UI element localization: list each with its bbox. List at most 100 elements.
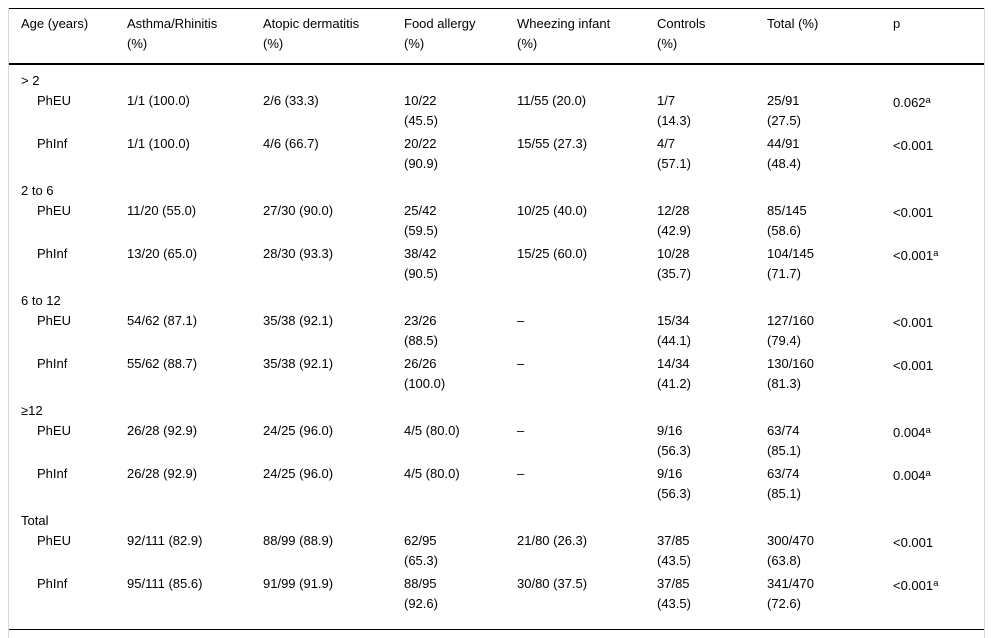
- value-cell: –: [517, 313, 525, 328]
- p-value-cell: 0.004a: [893, 464, 984, 507]
- value-cell: 55/62 (88.7): [127, 356, 198, 371]
- p-superscript: a: [925, 468, 931, 479]
- p-value: 0.004: [893, 425, 926, 440]
- p-value-cell: <0.001: [893, 311, 984, 354]
- column-header-total: Total (%): [767, 16, 819, 31]
- row-label: PhEU: [37, 533, 71, 548]
- p-value-cell: <0.001: [893, 354, 984, 397]
- value-cell: 11/55 (20.0): [517, 93, 587, 108]
- value-cell: 92/111 (82.9): [127, 533, 203, 548]
- value-cell: 23/26 (88.5): [404, 313, 438, 348]
- value-cell: 26/26 (100.0): [404, 356, 446, 391]
- row-label: PhInf: [37, 576, 68, 591]
- results-table: Age (years) Asthma/Rhinitis (%) Atopic d…: [8, 8, 985, 638]
- value-cell: 21/80 (26.3): [517, 533, 588, 548]
- group-label: Total: [21, 513, 49, 528]
- p-value: <0.001: [893, 138, 934, 153]
- value-cell: 63/74 (85.1): [767, 466, 801, 501]
- value-cell: –: [517, 423, 525, 438]
- value-cell: 35/38 (92.1): [263, 313, 334, 328]
- column-header-atopic-dermatitis: Atopic dermatitis (%): [263, 16, 360, 51]
- value-cell: 15/55 (27.3): [517, 136, 588, 151]
- row-label: PhInf: [37, 136, 68, 151]
- value-cell: 12/28 (42.9): [657, 203, 691, 238]
- row-label: PhEU: [37, 423, 71, 438]
- value-cell: 341/470 (72.6): [767, 576, 814, 611]
- value-cell: 4/7 (57.1): [657, 136, 691, 171]
- p-value-cell: <0.001: [893, 201, 984, 244]
- p-value: 0.004: [893, 468, 926, 483]
- value-cell: 4/6 (66.7): [263, 136, 319, 151]
- value-cell: 91/99 (91.9): [263, 576, 334, 591]
- row-label: PhEU: [37, 203, 71, 218]
- value-cell: 130/160 (81.3): [767, 356, 814, 391]
- column-header-asthma-rhinitis: Asthma/Rhinitis (%): [127, 16, 218, 51]
- value-cell: 2/6 (33.3): [263, 93, 319, 108]
- group-label: > 2: [21, 73, 40, 88]
- table-header-row: Age (years) Asthma/Rhinitis (%) Atopic d…: [9, 8, 984, 65]
- p-superscript: a: [925, 95, 931, 106]
- value-cell: 4/5 (80.0): [404, 466, 460, 481]
- value-cell: 25/91 (27.5): [767, 93, 801, 128]
- p-value: 0.062: [893, 95, 926, 110]
- column-header-food-allergy: Food allergy (%): [404, 16, 476, 51]
- value-cell: 26/28 (92.9): [127, 466, 198, 481]
- row-label: PhEU: [37, 93, 71, 108]
- p-value: <0.001: [893, 535, 934, 550]
- value-cell: 9/16 (56.3): [657, 423, 691, 458]
- value-cell: 14/34 (41.2): [657, 356, 691, 391]
- value-cell: 1/7 (14.3): [657, 93, 691, 128]
- p-value: <0.001: [893, 578, 934, 593]
- value-cell: 15/34 (44.1): [657, 313, 691, 348]
- p-value: <0.001: [893, 358, 934, 373]
- value-cell: 4/5 (80.0): [404, 423, 460, 438]
- table-body: > 2 PhEU 1/1 (100.0) 2/6 (33.3) 10/22 (4…: [9, 65, 984, 630]
- group-label: 2 to 6: [21, 183, 54, 198]
- value-cell: 1/1 (100.0): [127, 136, 190, 151]
- value-cell: 85/145 (58.6): [767, 203, 807, 238]
- p-value-cell: 0.062a: [893, 91, 984, 134]
- value-cell: 63/74 (85.1): [767, 423, 801, 458]
- value-cell: 20/22 (90.9): [404, 136, 438, 171]
- p-value: <0.001: [893, 205, 934, 220]
- value-cell: 54/62 (87.1): [127, 313, 198, 328]
- value-cell: 13/20 (65.0): [127, 246, 198, 261]
- p-value-cell: <0.001: [893, 134, 984, 177]
- p-value: <0.001: [893, 248, 934, 263]
- value-cell: 62/95 (65.3): [404, 533, 438, 568]
- value-cell: 300/470 (63.8): [767, 533, 814, 568]
- group-label: ≥12: [21, 403, 43, 418]
- value-cell: 95/111 (85.6): [127, 576, 203, 591]
- value-cell: 35/38 (92.1): [263, 356, 334, 371]
- p-value-cell: 0.004a: [893, 421, 984, 464]
- p-value-cell: <0.001a: [893, 574, 984, 617]
- value-cell: 11/20 (55.0): [127, 203, 197, 218]
- column-header-age: Age (years): [21, 16, 89, 31]
- value-cell: 104/145 (71.7): [767, 246, 814, 281]
- value-cell: 1/1 (100.0): [127, 93, 190, 108]
- column-header-controls: Controls (%): [657, 16, 706, 51]
- value-cell: 88/95 (92.6): [404, 576, 438, 611]
- p-superscript: a: [925, 425, 931, 436]
- value-cell: 25/42 (59.5): [404, 203, 438, 238]
- value-cell: 24/25 (96.0): [263, 466, 334, 481]
- value-cell: 10/28 (35.7): [657, 246, 691, 281]
- column-header-p: p: [893, 16, 901, 31]
- value-cell: 27/30 (90.0): [263, 203, 334, 218]
- row-label: PhEU: [37, 313, 71, 328]
- value-cell: 28/30 (93.3): [263, 246, 334, 261]
- value-cell: 37/85 (43.5): [657, 576, 691, 611]
- row-label: PhInf: [37, 466, 68, 481]
- value-cell: 30/80 (37.5): [517, 576, 588, 591]
- value-cell: 9/16 (56.3): [657, 466, 691, 501]
- p-value-cell: <0.001: [893, 531, 984, 574]
- value-cell: 24/25 (96.0): [263, 423, 334, 438]
- value-cell: 88/99 (88.9): [263, 533, 334, 548]
- value-cell: 127/160 (79.4): [767, 313, 814, 348]
- value-cell: 15/25 (60.0): [517, 246, 588, 261]
- p-value-cell: <0.001a: [893, 244, 984, 287]
- p-value: <0.001: [893, 315, 934, 330]
- p-superscript: a: [933, 248, 939, 259]
- value-cell: 26/28 (92.9): [127, 423, 198, 438]
